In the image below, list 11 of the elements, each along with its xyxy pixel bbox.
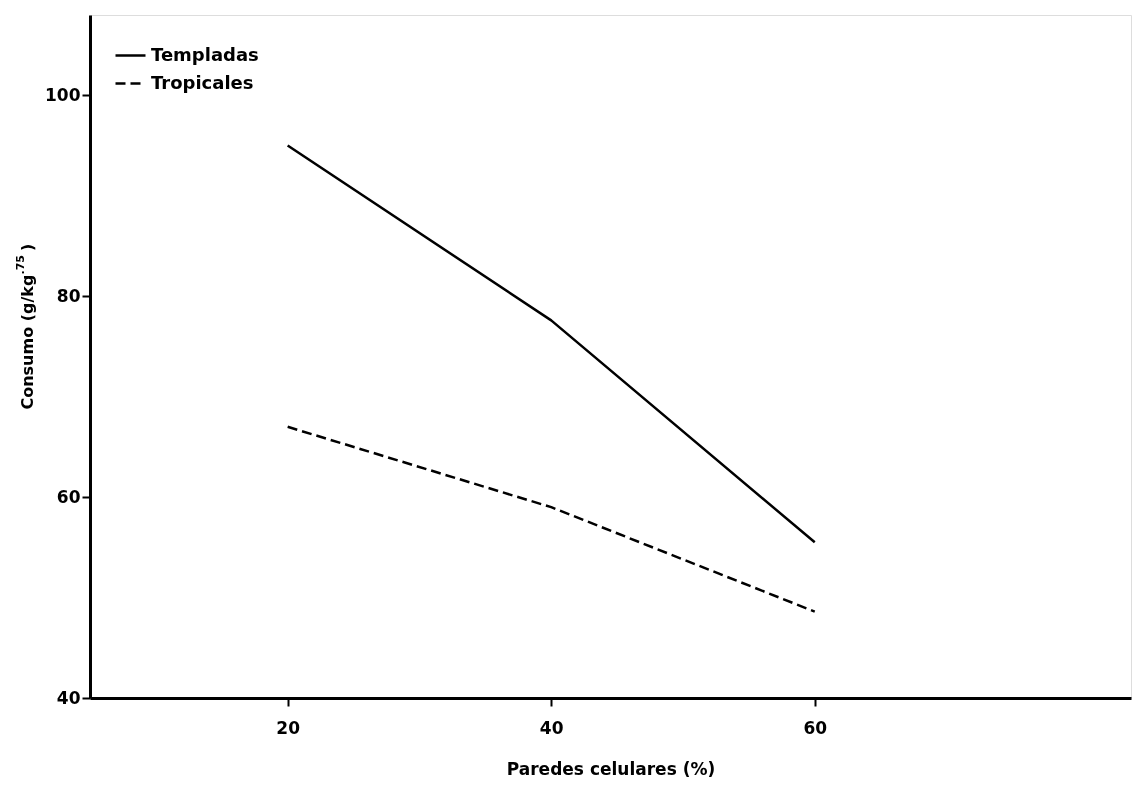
legend-label: Templadas xyxy=(151,43,259,65)
x-axis-title: Paredes celulares (%) xyxy=(506,758,716,779)
y-tick-label: 80 xyxy=(56,285,81,306)
y-tick-label: 60 xyxy=(56,486,81,507)
x-tick-label: 40 xyxy=(539,717,564,738)
x-tick-label: 60 xyxy=(803,717,828,738)
y-axis-title: Consumo (g/kg.75) xyxy=(14,243,37,410)
y-tick-label: 40 xyxy=(56,687,81,708)
y-tick-label: 100 xyxy=(45,84,81,105)
x-tick-label: 20 xyxy=(276,717,301,738)
legend-label: Tropicales xyxy=(151,71,254,93)
